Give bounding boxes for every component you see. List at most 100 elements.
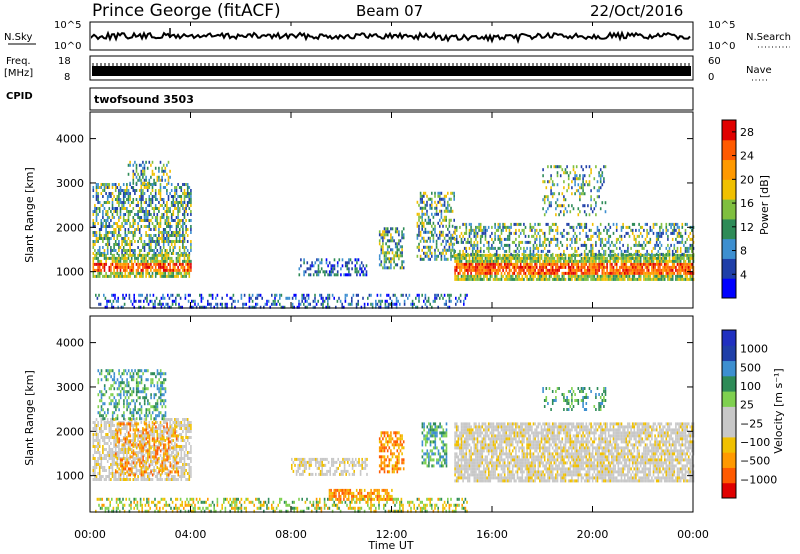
echo-cell <box>448 197 451 201</box>
echo-cell <box>647 268 650 272</box>
echo-cell <box>470 268 472 272</box>
echo-cell <box>442 230 444 234</box>
echo-cell <box>644 237 647 241</box>
echo-cell <box>440 215 443 219</box>
echo-cell <box>550 228 552 232</box>
echo-cell <box>97 192 99 195</box>
echo-cell <box>489 277 492 281</box>
echo-cell <box>607 234 610 238</box>
echo-cell <box>102 439 104 442</box>
echo-cell <box>98 457 101 460</box>
echo-cell <box>183 210 186 213</box>
echo-cell <box>142 192 144 195</box>
echo-cell <box>95 451 98 454</box>
echo-cell <box>164 252 167 255</box>
echo-cell <box>491 243 493 247</box>
echo-cell <box>494 265 496 269</box>
echo-cell <box>154 274 157 278</box>
echo-cell <box>564 256 567 260</box>
echo-cell <box>143 163 146 167</box>
echo-cell <box>167 243 170 246</box>
echo-cell <box>154 225 157 228</box>
echo-cell <box>471 249 474 253</box>
echo-cell <box>291 302 294 306</box>
echo-cell <box>508 268 511 272</box>
echo-cell <box>574 231 576 235</box>
echo-cell <box>105 228 107 231</box>
echo-cell <box>548 249 551 253</box>
echo-cell <box>177 183 179 186</box>
echo-cell <box>185 192 187 195</box>
echo-cell <box>123 302 126 306</box>
echo-cell <box>548 277 551 281</box>
echo-cell <box>395 296 398 300</box>
echo-cell <box>312 305 315 309</box>
echo-cell <box>111 424 114 427</box>
echo-cell <box>182 240 184 243</box>
echo-cell <box>524 265 527 269</box>
echo-cell <box>483 268 485 272</box>
echo-cell <box>174 186 176 189</box>
echo-cell <box>689 265 692 269</box>
echo-cell <box>478 274 480 278</box>
echo-cell <box>478 253 480 257</box>
echo-cell <box>188 219 191 222</box>
echo-cell <box>465 268 468 272</box>
echo-cell <box>182 213 184 216</box>
echo-cell <box>521 274 524 278</box>
echo-cell <box>423 251 425 255</box>
echo-cell <box>370 302 372 306</box>
echo-cell <box>166 183 168 186</box>
echo-cell <box>177 259 179 263</box>
echo-cell <box>102 274 104 278</box>
echo-cell <box>185 207 187 210</box>
echo-cell <box>659 225 661 229</box>
echo-cell <box>659 274 661 278</box>
echo-cell <box>453 230 455 234</box>
echo-cell <box>159 302 161 306</box>
echo-cell <box>505 237 508 241</box>
echo-cell <box>670 268 672 272</box>
echo-cell <box>571 259 573 263</box>
echo-cell <box>127 478 130 481</box>
echo-cell <box>429 218 431 222</box>
echo-cell <box>609 268 612 272</box>
echo-cell <box>398 248 400 252</box>
echo-cell <box>178 222 181 225</box>
echo-cell <box>114 439 117 442</box>
echo-cell <box>98 228 101 231</box>
echo-cell <box>94 439 96 442</box>
echo-cell <box>630 271 632 275</box>
echo-cell <box>679 246 682 250</box>
echo-cell <box>503 253 506 257</box>
echo-cell <box>164 265 167 269</box>
echo-cell <box>475 268 477 272</box>
echo-cell <box>555 259 557 263</box>
echo-cell <box>106 305 108 309</box>
echo-cell <box>132 478 135 481</box>
echo-cell <box>569 256 572 260</box>
echo-cell <box>439 218 441 222</box>
echo-cell <box>623 259 626 263</box>
echo-cell <box>545 222 548 226</box>
echo-cell <box>582 180 584 184</box>
echo-cell <box>113 271 115 275</box>
echo-cell <box>434 293 436 297</box>
echo-cell <box>465 259 468 263</box>
echo-cell <box>623 274 626 278</box>
echo-cell <box>465 262 468 266</box>
echo-cell <box>563 265 565 269</box>
echo-cell <box>691 265 693 269</box>
echo-cell <box>635 268 637 272</box>
echo-cell <box>534 274 536 278</box>
echo-cell <box>623 234 626 238</box>
echo-cell <box>124 219 127 222</box>
echo-cell <box>132 175 135 179</box>
echo-cell <box>567 174 570 178</box>
echo-cell <box>547 268 549 272</box>
echo-cell <box>451 242 454 246</box>
echo-cell <box>545 256 548 260</box>
echo-cell <box>127 243 130 246</box>
echo-cell <box>146 296 148 300</box>
echo-cell <box>124 213 127 216</box>
